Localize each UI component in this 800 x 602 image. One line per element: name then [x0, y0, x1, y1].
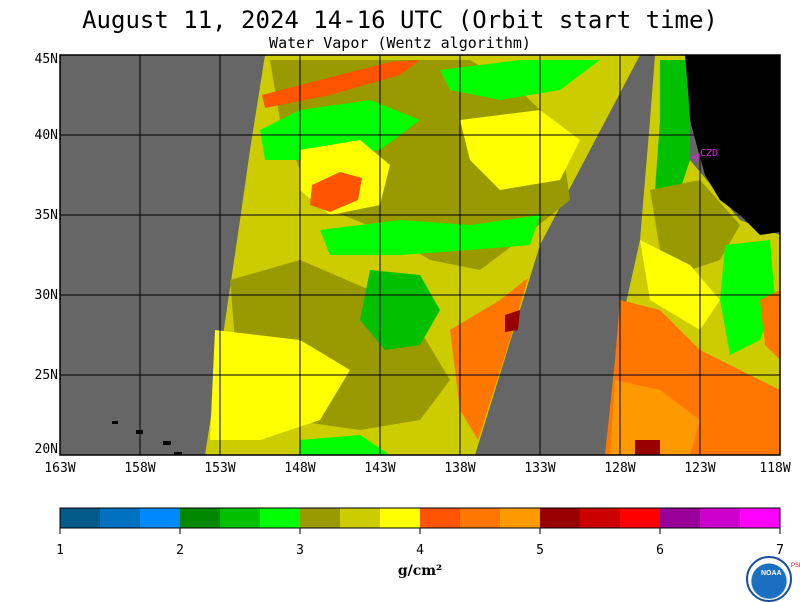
lon-label: 148W: [284, 461, 316, 476]
lat-label: 40N: [34, 128, 58, 143]
noaa-logo-icon: [746, 556, 792, 602]
colorbar-swatch: [60, 508, 100, 528]
colorbar-tick-label: 6: [656, 543, 664, 558]
swath-2-orange-coast: [760, 290, 780, 360]
psl-logo-text: PSL: [791, 563, 800, 569]
lat-label: 25N: [34, 368, 58, 383]
colorbar-swatch: [700, 508, 740, 528]
hawaii-island: [163, 441, 171, 445]
colorbar-swatch: [140, 508, 180, 528]
colorbar-swatch: [220, 508, 260, 528]
colorbar-swatch: [300, 508, 340, 528]
hawaii-island: [174, 452, 182, 455]
swath-1-green-bottom: [300, 435, 390, 455]
lon-label: 133W: [524, 461, 556, 476]
map-title: August 11, 2024 14-16 UTC (Orbit start t…: [82, 6, 718, 34]
colorbar-swatch: [580, 508, 620, 528]
colorbar-swatch: [500, 508, 540, 528]
colorbar-swatch: [420, 508, 460, 528]
colorbar-swatch: [460, 508, 500, 528]
swath-1-red-spot: [505, 310, 520, 332]
noaa-logo-text: NOAA: [761, 570, 782, 577]
lon-label: 123W: [684, 461, 716, 476]
lat-lon-grid: [60, 55, 780, 455]
colorbar-tick-label: 3: [296, 543, 304, 558]
colorbar-swatch: [740, 508, 780, 528]
lat-label: 35N: [34, 208, 58, 223]
swath-1-green-band-3: [440, 60, 600, 100]
swath-1-green-band-2: [320, 215, 540, 255]
swath-2-olive-region: [650, 180, 740, 270]
colorbar-swatch: [660, 508, 700, 528]
colorbar-swatch: [100, 508, 140, 528]
lon-label: 128W: [604, 461, 636, 476]
swath-1-orange-blob: [310, 172, 362, 212]
north-america-land: [685, 55, 780, 235]
colorbar-tick-label: 2: [176, 543, 184, 558]
map-subtitle: Water Vapor (Wentz algorithm): [269, 34, 531, 52]
lat-label: 45N: [34, 52, 58, 67]
colorbar: [59, 507, 781, 534]
swath-2-green-coast: [720, 240, 775, 355]
colorbar-tick-label: 4: [416, 543, 424, 558]
colorbar-tick-label: 5: [536, 543, 544, 558]
colorbar-unit-label: g/cm²: [397, 563, 443, 579]
lat-label: 30N: [34, 288, 58, 303]
colorbar-swatch: [180, 508, 220, 528]
swath-2-green-strip: [655, 60, 690, 190]
colorbar-swatch: [260, 508, 300, 528]
hawaii-island: [112, 421, 118, 424]
swath-2-red-spot: [635, 440, 660, 455]
swath-2-deep-orange: [610, 380, 700, 455]
colorbar-tick-label: 7: [776, 543, 784, 558]
lon-label: 143W: [364, 461, 396, 476]
swath-1-yellow-region-south: [210, 330, 350, 440]
colorbar-swatch: [340, 508, 380, 528]
lat-label: 20N: [34, 442, 58, 457]
swath-1-yellow-region-east: [460, 110, 580, 190]
lon-label: 153W: [204, 461, 236, 476]
map-frame: [59, 54, 781, 456]
station-label: CZD: [700, 148, 718, 159]
colorbar-swatch: [540, 508, 580, 528]
station-marker-icon: [691, 153, 701, 163]
lon-label: 138W: [444, 461, 476, 476]
lon-label: 118W: [759, 461, 791, 476]
lon-label: 163W: [44, 461, 76, 476]
lon-label: 158W: [124, 461, 156, 476]
colorbar-tick-label: 1: [56, 543, 64, 558]
colorbar-swatch: [380, 508, 420, 528]
colorbar-swatch: [620, 508, 660, 528]
